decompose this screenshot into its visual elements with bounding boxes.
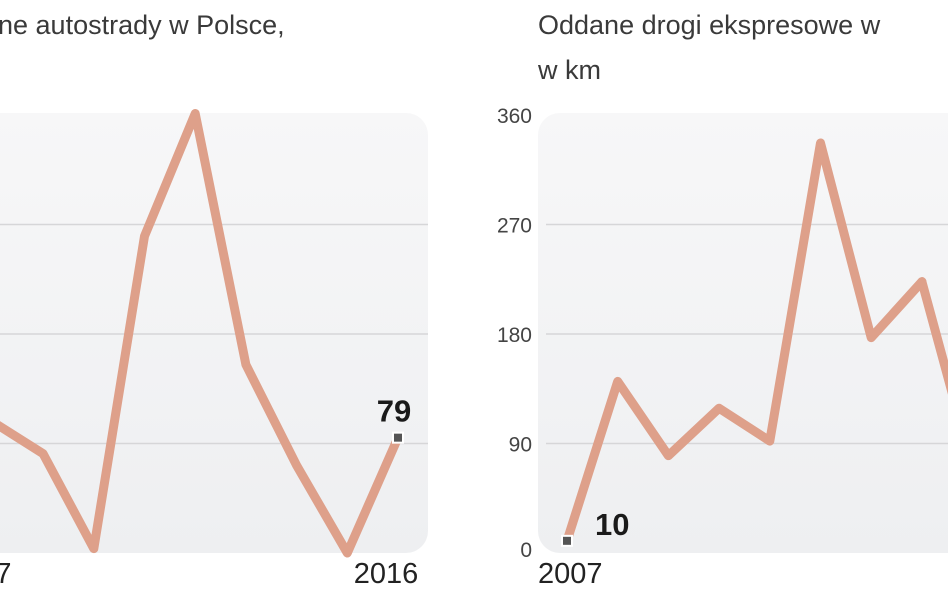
x-tick-2016: 2016 [354,558,419,590]
expressways-chart: Oddane drogi ekspresowe w w km 0 90 180 270… [497,10,948,590]
chart-title: ne autostrady w Polsce, [0,10,285,40]
x-tick-2007: 2007 [538,558,603,590]
chart-title: Oddane drogi ekspresowe w [538,10,881,40]
y-tick-0: 0 [520,539,532,562]
motorways-chart: ne autostrady w Polsce, 79 2007 2016 [0,10,428,590]
y-tick-270: 270 [497,215,532,238]
start-point-marker [561,534,573,547]
y-tick-360: 360 [497,105,532,128]
data-label-2007: 10 [595,507,629,542]
data-label-2016: 79 [377,394,411,429]
chart-subtitle: w km [537,55,601,85]
plot-background [538,113,948,553]
y-tick-90: 90 [509,434,532,457]
y-tick-180: 180 [497,324,532,347]
end-point-marker [392,431,404,444]
series-line [0,109,403,558]
series-line-continuation [917,277,948,395]
x-tick-2007: 2007 [0,558,12,590]
series-line [562,138,927,546]
